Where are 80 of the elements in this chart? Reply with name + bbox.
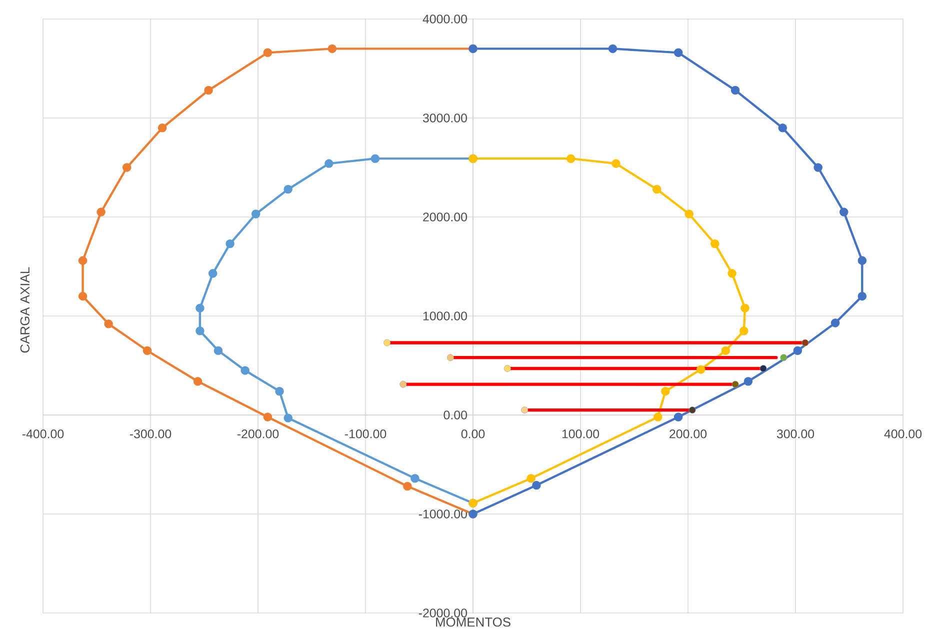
point <box>384 339 390 346</box>
point <box>566 154 576 163</box>
x-tick-label: 200.00 <box>670 429 707 438</box>
point <box>104 320 113 328</box>
point <box>780 354 788 362</box>
point <box>324 159 334 168</box>
point <box>730 86 740 95</box>
y-tick-label: 1000.00 <box>423 312 467 320</box>
point <box>122 163 132 172</box>
point <box>840 208 848 216</box>
point <box>710 239 720 248</box>
point <box>684 210 694 218</box>
point <box>858 256 867 265</box>
point <box>410 474 420 483</box>
x-axis-title: MOMENTOS <box>436 618 510 627</box>
x-tick-label: -300.00 <box>130 429 172 438</box>
point <box>674 412 683 422</box>
x-tick-label: 100.00 <box>562 429 600 438</box>
point <box>226 239 234 248</box>
point <box>251 210 260 218</box>
point <box>654 412 662 422</box>
point <box>403 482 412 491</box>
point <box>78 292 88 301</box>
point <box>728 269 736 278</box>
point <box>674 48 683 58</box>
point <box>158 124 167 132</box>
y-tick-label: 4000.00 <box>422 14 467 24</box>
y-axis-title: CARGA AXIAL <box>20 267 30 353</box>
point <box>732 380 739 388</box>
point <box>284 414 292 422</box>
x-tick-label: -400.00 <box>22 429 64 438</box>
point <box>400 380 407 388</box>
x-tick-label: 400.00 <box>884 429 922 438</box>
point <box>721 346 730 356</box>
point <box>78 256 88 265</box>
point <box>96 208 106 216</box>
point <box>214 346 223 356</box>
point <box>760 364 767 372</box>
point <box>208 269 218 278</box>
point <box>284 184 292 194</box>
y-tick-label: 2000.00 <box>423 212 467 222</box>
point <box>196 304 204 312</box>
point <box>504 364 511 372</box>
x-tick-label: 300.00 <box>776 429 814 438</box>
point <box>204 86 213 95</box>
point <box>740 304 750 312</box>
point <box>778 124 787 132</box>
point <box>370 154 380 163</box>
point <box>802 339 809 346</box>
point <box>744 376 753 386</box>
y-tick-label: 0.00 <box>444 410 467 420</box>
x-tick-label: -100.00 <box>344 429 386 438</box>
point <box>696 365 706 374</box>
point <box>263 48 272 58</box>
point <box>193 376 202 386</box>
point <box>814 163 822 172</box>
point <box>240 366 250 375</box>
point <box>688 406 696 414</box>
point <box>142 346 152 356</box>
x-tick-label: -200.00 <box>237 429 279 438</box>
point <box>446 354 454 362</box>
point <box>263 412 272 422</box>
point <box>858 292 867 301</box>
point <box>521 406 528 414</box>
y-tick-label: -2000.00 <box>418 608 467 618</box>
point <box>793 346 802 356</box>
point <box>196 326 204 336</box>
x-tick-label: 0.00 <box>461 429 485 438</box>
y-tick-label: -1000.00 <box>418 510 467 518</box>
point <box>612 159 620 168</box>
point <box>532 480 541 490</box>
point <box>608 44 618 54</box>
point <box>328 44 337 54</box>
y-tick-label: 3000.00 <box>422 114 467 122</box>
point <box>652 184 662 194</box>
point <box>740 326 748 336</box>
point <box>661 386 670 396</box>
point <box>275 386 284 396</box>
point <box>830 318 840 328</box>
point <box>526 474 536 483</box>
